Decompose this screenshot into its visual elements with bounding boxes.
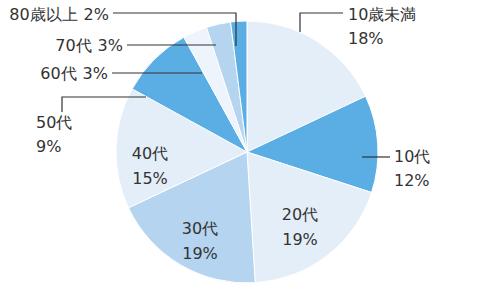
category-label: 70代 [55,36,91,55]
value-label: 3% [98,36,123,55]
pie-slice [247,152,372,283]
category-label: 10歳未満 [348,5,416,24]
value-label: 19% [182,244,218,263]
leader-line [62,97,146,112]
category-label: 50代 [36,113,72,132]
pie-slice [231,21,247,152]
labels: 10歳未満 18% 10代 12% 20代 19% 30代 19% 40代 15% 50代 9% 60代… [9,5,430,263]
category-label: 20代 [282,205,318,224]
slice-label: 80歳以上 2% [9,5,109,24]
category-label: 10代 [394,147,430,166]
leader-line [127,44,216,45]
value-label: 9% [36,137,61,156]
value-label: 2% [84,5,109,24]
value-label: 18% [348,29,384,48]
leader-line [300,13,343,32]
leader-line [362,156,390,157]
category-label: 60代 [40,64,76,83]
value-label: 15% [132,169,168,188]
category-label: 80歳以上 [9,5,77,24]
leader-line [112,72,202,73]
value-label: 19% [282,230,318,249]
category-label: 40代 [132,144,168,163]
category-label: 30代 [182,219,218,238]
leader-line [113,13,236,46]
slice-label: 60代 3% [40,64,108,83]
slice-label: 70代 3% [55,36,123,55]
value-label: 12% [394,171,430,190]
chart: 10歳未満 18% 10代 12% 20代 19% 30代 19% 40代 15% 50代 9% 60代… [0,0,480,301]
value-label: 3% [83,64,108,83]
pie [116,21,378,283]
